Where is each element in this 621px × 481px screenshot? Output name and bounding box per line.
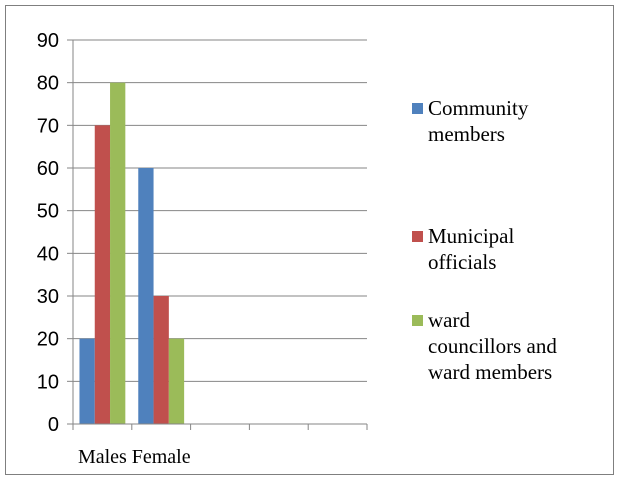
y-tick-label: 0 (48, 414, 59, 436)
legend-swatch (412, 231, 423, 242)
bar (153, 296, 169, 424)
legend-label: ward (428, 308, 470, 332)
legend-swatch (412, 103, 423, 114)
bar (79, 338, 95, 424)
legend-label: Municipal (428, 224, 514, 248)
legend-label: officials (428, 250, 496, 274)
bar (94, 125, 111, 424)
y-tick-label: 10 (37, 371, 59, 393)
legend-label: members (428, 122, 505, 146)
y-tick-label: 80 (37, 73, 59, 95)
y-tick-label: 50 (37, 201, 59, 223)
tick-labels: 0 10 20 30 40 50 60 70 80 90 Males Female (37, 30, 191, 468)
axes (67, 39, 368, 430)
y-tick-label: 40 (37, 243, 59, 265)
x-category-label: Female (132, 446, 191, 468)
bars (79, 82, 185, 425)
legend-label: councillors and (428, 334, 557, 358)
bar (168, 338, 185, 424)
x-category-label: Males (78, 446, 127, 468)
y-tick-label: 90 (37, 30, 59, 52)
bar (110, 82, 126, 425)
legend-label: Community (428, 96, 529, 120)
y-tick-label: 70 (37, 115, 59, 137)
legend-label: ward members (428, 360, 552, 384)
y-tick-label: 20 (37, 329, 59, 351)
y-tick-label: 30 (37, 286, 59, 308)
bar (138, 168, 154, 424)
y-tick-label: 60 (37, 158, 59, 180)
legend-swatch (412, 315, 423, 326)
